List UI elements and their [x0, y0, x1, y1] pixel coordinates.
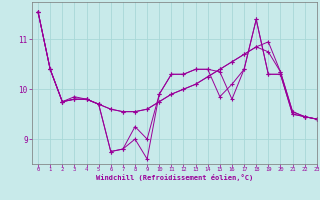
X-axis label: Windchill (Refroidissement éolien,°C): Windchill (Refroidissement éolien,°C)	[96, 174, 253, 181]
